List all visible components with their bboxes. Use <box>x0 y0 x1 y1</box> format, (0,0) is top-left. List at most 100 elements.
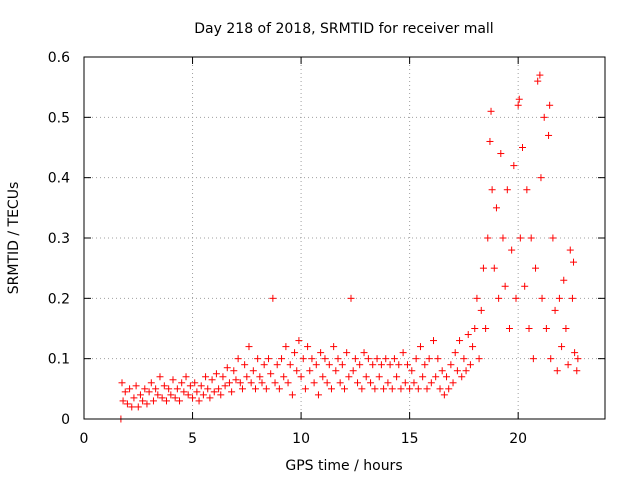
data-point <box>291 349 299 357</box>
data-point <box>121 388 129 396</box>
data-point <box>178 379 186 387</box>
data-point <box>323 379 331 387</box>
data-point <box>393 373 401 381</box>
y-tick-label: 0.2 <box>48 291 70 307</box>
data-point <box>423 385 431 393</box>
data-point <box>390 355 398 363</box>
data-point <box>416 343 424 351</box>
data-point <box>314 391 322 399</box>
data-point <box>119 397 127 405</box>
data-point <box>269 294 277 302</box>
data-point <box>414 385 422 393</box>
data-point <box>553 367 561 375</box>
data-point <box>534 77 542 85</box>
data-point <box>462 367 470 375</box>
data-point <box>260 361 268 369</box>
data-point <box>516 234 524 242</box>
data-point <box>477 306 485 314</box>
data-point <box>440 391 448 399</box>
data-point <box>284 379 292 387</box>
data-point <box>191 379 199 387</box>
data-point <box>549 234 557 242</box>
data-point <box>330 343 338 351</box>
data-point <box>475 355 483 363</box>
data-point <box>360 349 368 357</box>
y-tick-label: 0 <box>61 412 70 428</box>
data-point <box>204 385 212 393</box>
data-point <box>354 379 362 387</box>
data-point <box>564 361 572 369</box>
chart-title: Day 218 of 2018, SRMTID for receiver mal… <box>194 21 493 37</box>
y-tick-label: 0.3 <box>48 231 70 247</box>
data-point <box>560 276 568 284</box>
data-point <box>295 337 303 345</box>
data-point <box>297 373 305 381</box>
data-point <box>364 355 372 363</box>
y-tick-label: 0.5 <box>48 110 70 126</box>
data-point <box>282 343 290 351</box>
data-point <box>451 349 459 357</box>
data-point <box>332 367 340 375</box>
data-point <box>430 337 438 345</box>
data-point <box>167 391 175 399</box>
data-point <box>362 373 370 381</box>
data-point <box>345 373 353 381</box>
data-point <box>169 376 177 384</box>
data-point <box>228 388 236 396</box>
data-point <box>488 186 496 194</box>
data-point <box>184 391 192 399</box>
x-tick-label: 5 <box>188 431 197 447</box>
data-point <box>338 361 346 369</box>
data-point <box>210 388 218 396</box>
data-point <box>367 379 375 387</box>
data-point <box>471 325 479 332</box>
data-point <box>484 234 492 242</box>
data-point <box>449 379 457 387</box>
data-point <box>503 186 511 194</box>
data-point <box>505 325 513 332</box>
data-point <box>537 174 545 182</box>
data-point <box>336 379 344 387</box>
data-point <box>395 361 403 369</box>
data-point <box>312 361 320 369</box>
data-point <box>351 355 359 363</box>
data-point <box>458 373 466 381</box>
data-point <box>288 391 296 399</box>
data-point <box>545 131 553 139</box>
data-point <box>202 373 210 381</box>
data-point <box>568 294 576 302</box>
data-point <box>542 325 550 332</box>
data-point <box>571 349 579 357</box>
data-point <box>219 373 227 381</box>
data-point <box>341 385 348 393</box>
data-point <box>495 294 503 302</box>
data-point <box>570 258 578 266</box>
data-point <box>162 397 170 405</box>
data-point <box>532 264 540 272</box>
data-point <box>256 373 264 381</box>
data-point <box>547 355 555 363</box>
data-point <box>497 150 505 158</box>
data-point <box>527 234 535 242</box>
data-point <box>358 385 366 393</box>
data-point <box>265 355 273 363</box>
data-point <box>453 367 461 375</box>
data-point <box>482 325 490 332</box>
data-point <box>251 385 259 393</box>
data-point <box>399 349 407 357</box>
data-point <box>145 388 153 396</box>
data-point <box>375 373 383 381</box>
data-point <box>487 107 495 115</box>
data-point <box>160 382 168 390</box>
data-point <box>510 162 518 170</box>
data-point <box>447 361 455 369</box>
data-point <box>456 337 464 345</box>
x-tick-label: 10 <box>292 431 310 447</box>
data-point <box>519 144 527 151</box>
x-tick-label: 20 <box>509 431 527 447</box>
y-tick-label: 0.1 <box>48 352 70 368</box>
data-point <box>293 367 301 375</box>
data-point <box>249 367 257 375</box>
data-point <box>408 367 416 375</box>
